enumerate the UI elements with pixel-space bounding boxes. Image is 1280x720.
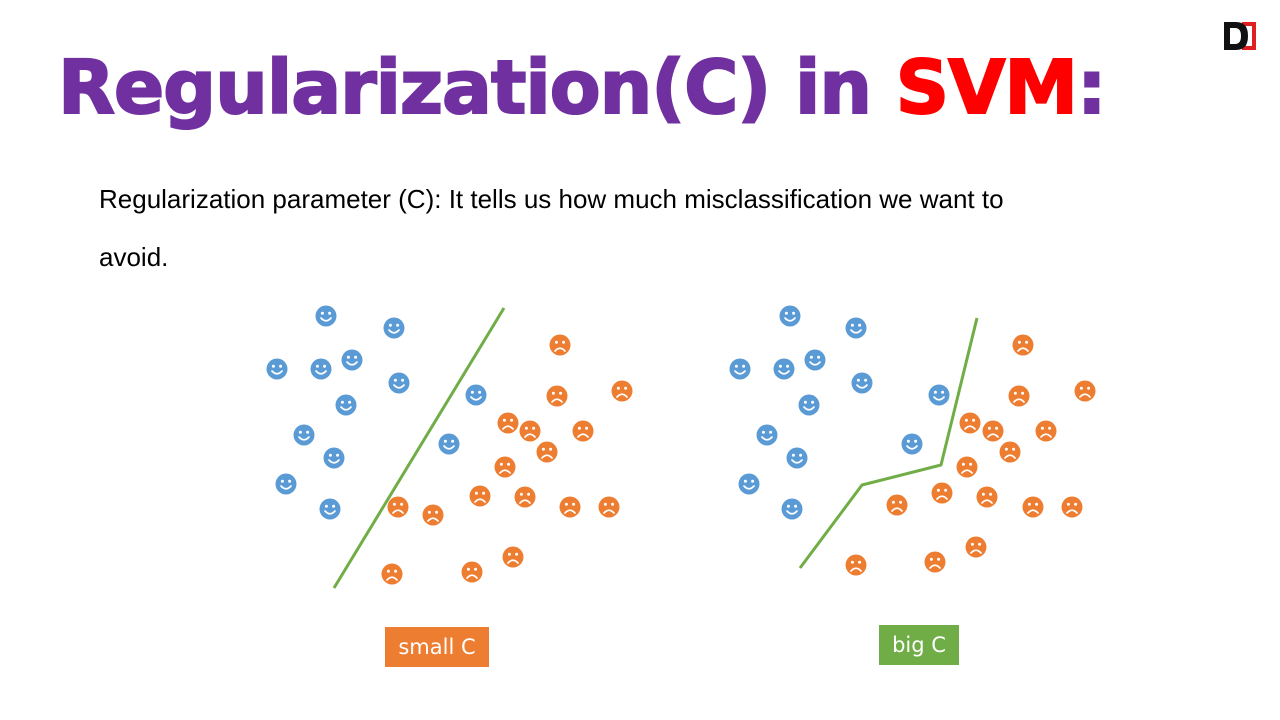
sad-face-icon [1061, 496, 1083, 518]
slide-title: Regularization(C) in SVM: [57, 44, 1108, 132]
happy-face-icon [383, 317, 405, 339]
happy-face-icon [756, 424, 778, 446]
sad-face-icon [461, 561, 483, 583]
sad-face-icon [514, 486, 536, 508]
sad-face-icon [959, 412, 981, 434]
happy-face-icon [851, 372, 873, 394]
sad-face-icon [965, 536, 987, 558]
sad-face-icon [494, 456, 516, 478]
sad-face-icon [572, 420, 594, 442]
happy-face-icon [901, 433, 923, 455]
happy-face-icon [293, 424, 315, 446]
sad-face-icon [536, 441, 558, 463]
happy-face-icon [845, 317, 867, 339]
sad-face-icon [546, 385, 568, 407]
sad-face-icon [381, 563, 403, 585]
happy-face-icon [266, 358, 288, 380]
sad-face-icon [559, 496, 581, 518]
sad-face-icon [845, 554, 867, 576]
sad-face-icon [497, 412, 519, 434]
title-text: Regularization(C) in [57, 44, 896, 132]
sad-face-icon [956, 456, 978, 478]
sad-face-icon [422, 504, 444, 526]
sad-face-icon [931, 482, 953, 504]
happy-face-icon [275, 473, 297, 495]
sad-face-icon [1035, 420, 1057, 442]
happy-face-icon [781, 498, 803, 520]
sad-face-icon [999, 441, 1021, 463]
happy-face-icon [738, 473, 760, 495]
sad-face-icon [1074, 380, 1096, 402]
decision-boundary [798, 317, 979, 569]
happy-face-icon [335, 394, 357, 416]
happy-face-icon [786, 447, 808, 469]
happy-face-icon [928, 384, 950, 406]
happy-face-icon [798, 394, 820, 416]
sad-face-icon [549, 334, 571, 356]
happy-face-icon [341, 349, 363, 371]
sad-face-icon [611, 380, 633, 402]
sad-face-icon [598, 496, 620, 518]
big-c-label: big C [879, 625, 959, 665]
happy-face-icon [310, 358, 332, 380]
sad-face-icon [886, 494, 908, 516]
sad-face-icon [924, 551, 946, 573]
sad-face-icon [469, 485, 491, 507]
small-c-label: small C [385, 627, 489, 667]
sad-face-icon [519, 420, 541, 442]
sad-face-icon [976, 486, 998, 508]
logo-icon [1224, 22, 1256, 50]
happy-face-icon [804, 349, 826, 371]
big-c-plot [729, 305, 1096, 576]
happy-face-icon [779, 305, 801, 327]
happy-face-icon [319, 498, 341, 520]
happy-face-icon [388, 372, 410, 394]
sad-face-icon [502, 546, 524, 568]
sad-face-icon [1022, 496, 1044, 518]
sad-face-icon [1008, 385, 1030, 407]
small-c-plot [266, 305, 633, 589]
happy-face-icon [438, 433, 460, 455]
title-colon: : [1076, 44, 1108, 132]
happy-face-icon [465, 384, 487, 406]
happy-face-icon [315, 305, 337, 327]
sad-face-icon [982, 420, 1004, 442]
happy-face-icon [323, 447, 345, 469]
description-line-2: avoid. [99, 242, 169, 272]
sad-face-icon [387, 496, 409, 518]
happy-face-icon [773, 358, 795, 380]
description-line-1: Regularization parameter (C): It tells u… [99, 184, 1004, 214]
happy-face-icon [729, 358, 751, 380]
decision-boundary [332, 307, 506, 589]
title-svm-text: SVM [895, 44, 1079, 132]
sad-face-icon [1012, 334, 1034, 356]
